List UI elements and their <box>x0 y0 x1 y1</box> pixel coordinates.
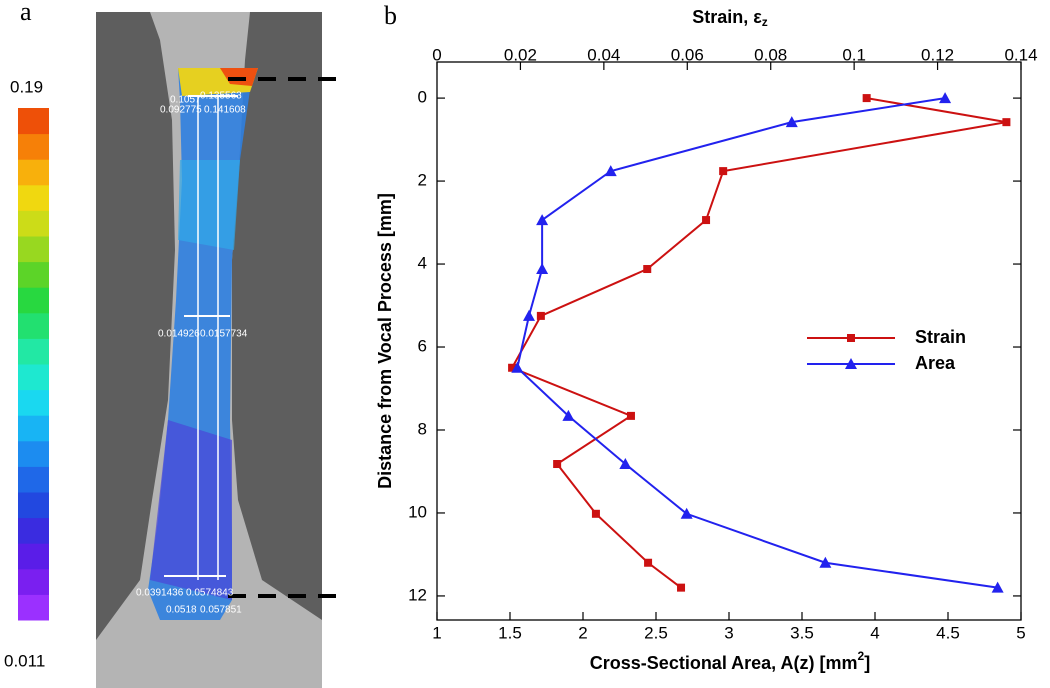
x-tick-label: 3 <box>724 623 733 642</box>
x-tick-label: 4 <box>870 623 879 642</box>
x2-tick-label: 0.04 <box>587 45 620 64</box>
colorbar-segment <box>18 594 49 621</box>
y-tick-label: 8 <box>418 419 427 438</box>
colorbar-segment <box>18 543 49 570</box>
x2-tick-label: 0.08 <box>754 45 787 64</box>
legend-label: Strain <box>915 327 966 347</box>
colorbar-min: 0.011 <box>4 651 45 670</box>
marker <box>991 581 1004 593</box>
marker <box>785 116 798 128</box>
legend-label: Area <box>915 353 956 373</box>
marker <box>1002 118 1011 127</box>
marker <box>626 411 635 420</box>
photo-annotation: 0.0157734 <box>200 329 248 340</box>
photo-annotation: 0.0574843 <box>186 588 234 599</box>
marker <box>677 583 686 592</box>
x-tick-label: 1.5 <box>498 623 522 642</box>
marker <box>619 458 632 470</box>
photo-annotation: 0.057851 <box>200 605 242 616</box>
colorbar-max: 0.19 <box>10 77 43 96</box>
panel-label: b <box>384 1 397 30</box>
photo-annotation: 0.0518 <box>166 605 197 616</box>
specimen-photo <box>96 12 345 688</box>
x-tick-label: 3.5 <box>790 623 814 642</box>
colorbar-segment <box>18 415 49 442</box>
marker <box>862 94 871 103</box>
series-line <box>510 97 1007 589</box>
marker <box>643 265 652 274</box>
photo-annotation: 0.135563 <box>200 91 242 102</box>
marker <box>604 165 617 177</box>
y-tick-label: 0 <box>418 88 427 107</box>
marker <box>511 361 524 373</box>
marker <box>719 167 728 176</box>
marker <box>702 216 711 225</box>
x2-tick-label: 0.12 <box>921 45 954 64</box>
colorbar-segment <box>18 389 49 416</box>
colorbar-segment <box>18 210 49 237</box>
x2-tick-label: 0 <box>432 45 441 64</box>
x-tick-label: 4.5 <box>936 623 960 642</box>
colorbar-segment <box>18 287 49 314</box>
colorbar-segment <box>18 440 49 467</box>
colorbar-segment <box>18 466 49 493</box>
colorbar-segment <box>18 364 49 391</box>
marker <box>536 214 549 226</box>
photo-annotation: 0.092775 <box>160 105 202 116</box>
x2-axis-label: Strain, εz <box>692 7 768 29</box>
x2-tick-label: 0.02 <box>504 45 537 64</box>
colorbar-segment <box>18 517 49 544</box>
colorbar-segment <box>18 159 49 186</box>
colorbar-segment <box>18 236 49 263</box>
panel-label: a <box>20 0 32 26</box>
colorbar-segment <box>18 108 49 135</box>
colorbar-segment <box>18 133 49 160</box>
marker <box>847 334 855 342</box>
marker <box>939 92 952 104</box>
colorbar-segment <box>18 338 49 365</box>
y-axis-label: Distance from Vocal Process [mm] <box>375 193 395 489</box>
x2-tick-label: 0.14 <box>1004 45 1037 64</box>
x2-tick-label: 0.1 <box>842 45 866 64</box>
photo-annotation: 0.141608 <box>204 105 246 116</box>
marker <box>591 509 600 518</box>
marker <box>819 556 832 568</box>
colorbar-segment <box>18 312 49 339</box>
series-line <box>516 97 998 589</box>
marker <box>553 460 562 469</box>
x-tick-label: 2.5 <box>644 623 668 642</box>
photo-annotation: 0.0391436 <box>136 588 184 599</box>
photo-annotation: 0.014926 <box>158 329 200 340</box>
marker <box>508 363 517 372</box>
y-tick-label: 2 <box>418 171 427 190</box>
y-tick-label: 6 <box>418 337 427 356</box>
colorbar-segment <box>18 184 49 211</box>
photo-annotation: 0.1057 <box>170 95 201 106</box>
x2-tick-label: 0.06 <box>671 45 704 64</box>
colorbar-segment <box>18 568 49 595</box>
y-tick-label: 4 <box>418 254 427 273</box>
colorbar-segment <box>18 492 49 519</box>
marker <box>536 311 545 320</box>
x-tick-label: 5 <box>1016 623 1025 642</box>
marker <box>680 507 693 519</box>
y-tick-label: 12 <box>408 585 427 604</box>
marker <box>644 558 653 567</box>
y-tick-label: 10 <box>408 502 427 521</box>
marker <box>845 358 857 369</box>
colorbar <box>18 108 49 621</box>
marker <box>522 309 535 321</box>
colorbar-segment <box>18 261 49 288</box>
x-axis-label: Cross-Sectional Area, A(z) [mm2] <box>590 649 870 673</box>
marker <box>536 263 549 275</box>
x-tick-label: 2 <box>578 623 587 642</box>
x-tick-label: 1 <box>432 623 441 642</box>
marker <box>562 409 575 421</box>
